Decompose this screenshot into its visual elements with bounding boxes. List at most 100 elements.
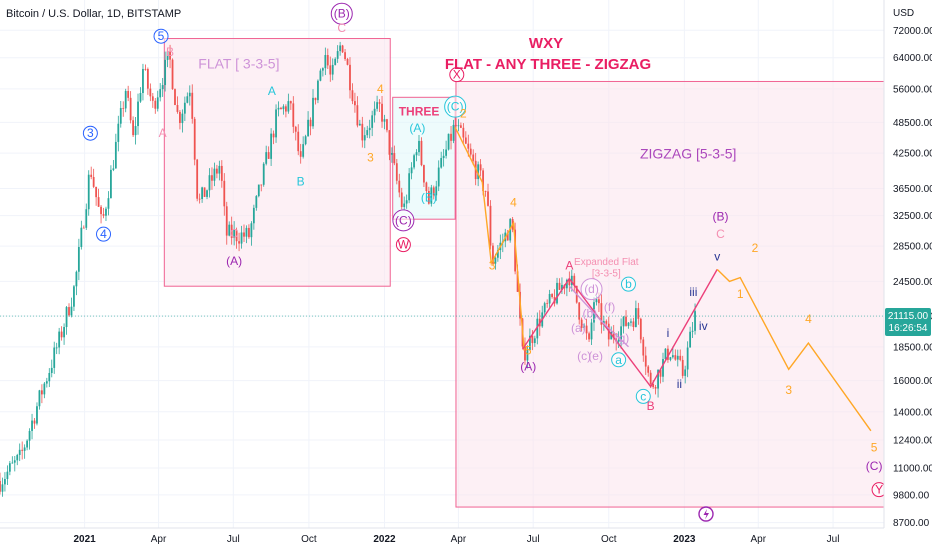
- y-tick-label: 36500.00: [893, 184, 932, 195]
- candle-body: [489, 205, 492, 246]
- event-marker[interactable]: [698, 506, 714, 522]
- y-tick-label: 48500.00: [893, 118, 932, 129]
- candle-body: [452, 124, 455, 141]
- candle-body: [529, 335, 531, 351]
- candle-body: [309, 119, 312, 127]
- wave-label: (b): [583, 306, 598, 320]
- candle-body: [580, 319, 583, 328]
- candle-body: [671, 355, 674, 358]
- candle-body: [321, 68, 324, 71]
- wave-label: 3: [367, 150, 374, 164]
- candle-body: [531, 335, 534, 344]
- time-axis[interactable]: [0, 528, 884, 550]
- candle-body: [100, 206, 102, 215]
- wave-label: 3: [87, 126, 94, 140]
- candle-body: [112, 168, 115, 170]
- candle-body: [469, 148, 472, 155]
- candle-body: [679, 355, 682, 360]
- wave-label: A: [159, 126, 167, 140]
- candle-body: [358, 123, 361, 126]
- candle-body: [53, 347, 56, 368]
- candle-body: [16, 454, 19, 461]
- wave-label-circle: [153, 28, 169, 44]
- candle-body: [297, 131, 300, 152]
- candle-body: [285, 106, 287, 112]
- candle-body: [647, 366, 650, 373]
- candle-body: [462, 127, 465, 138]
- candle-body: [314, 97, 317, 101]
- candle-body: [432, 187, 435, 196]
- wave-label: 4: [805, 312, 812, 326]
- candle-body: [134, 126, 137, 136]
- candle-body: [430, 187, 433, 204]
- candle-body: [304, 136, 307, 145]
- candle-body: [124, 90, 127, 109]
- wave-label-circle: [449, 67, 465, 83]
- candle-body: [319, 70, 322, 81]
- candle-body: [561, 284, 563, 290]
- wave-label: 5: [525, 344, 532, 358]
- candle-body: [183, 102, 186, 114]
- last-price-box: [885, 308, 931, 337]
- candle-body: [484, 191, 487, 192]
- candle-body: [225, 206, 228, 236]
- candle-body: [573, 275, 576, 286]
- wave-label: (e): [588, 349, 603, 363]
- wave-label: (B): [713, 210, 729, 224]
- wave-label: (g): [615, 331, 630, 345]
- candle-body: [568, 279, 571, 286]
- candle-body: [383, 119, 386, 122]
- candle-body: [149, 88, 152, 97]
- currency-label: USD: [893, 8, 914, 19]
- candle-body: [395, 163, 398, 181]
- candle-body: [676, 355, 679, 360]
- candle-body: [198, 198, 201, 200]
- candle-body: [114, 141, 117, 169]
- wave-line: [454, 126, 525, 351]
- candle-body: [479, 164, 482, 171]
- wave-label: C: [716, 227, 725, 241]
- candle-body: [28, 430, 31, 441]
- y-tick-label: 16000.00: [893, 376, 932, 387]
- candle-body: [65, 307, 68, 328]
- candle-body: [294, 126, 297, 132]
- candle-body: [151, 96, 154, 101]
- candle-body: [376, 102, 378, 109]
- chart-subtitle: FLAT - ANY THREE - ZIGZAG: [445, 56, 651, 73]
- wave-zone-box: [163, 38, 391, 287]
- wave-zones: FLAT [ 3-3-5] THREE ZIGZAG [5-3-5]: [163, 38, 885, 508]
- candle-body: [437, 167, 440, 187]
- last-price-badge: 21115.00 16:26:54: [0, 308, 931, 337]
- candle-body: [336, 51, 339, 59]
- wave-label: (B): [421, 191, 437, 205]
- candle-body: [238, 241, 240, 244]
- price-axis[interactable]: [884, 0, 932, 528]
- candle-body: [674, 355, 677, 360]
- candle-body: [186, 96, 189, 103]
- candle-body: [68, 307, 70, 316]
- candle-body: [390, 153, 393, 155]
- candle-body: [110, 169, 112, 199]
- candle-body: [280, 107, 282, 110]
- candle-body: [139, 93, 142, 102]
- y-tick-label: 72000.00: [893, 26, 932, 37]
- candle-body: [556, 282, 558, 304]
- wave-label: 4: [377, 82, 384, 96]
- candle-body: [21, 449, 24, 451]
- wave-label: B: [647, 399, 655, 413]
- candle-body: [691, 330, 694, 332]
- wave-line: [716, 268, 872, 432]
- candle-body: [339, 45, 342, 52]
- candle-body: [356, 105, 359, 126]
- candle-body: [551, 294, 553, 297]
- candle-body: [565, 279, 568, 289]
- wave-label-circle: [82, 125, 98, 141]
- wave-label: (A): [409, 121, 425, 135]
- wave-label: B: [297, 174, 305, 188]
- candle-body: [482, 170, 484, 192]
- candle-body: [63, 327, 65, 338]
- wave-label: [3-3-5]: [592, 269, 621, 280]
- candle-body: [393, 153, 396, 164]
